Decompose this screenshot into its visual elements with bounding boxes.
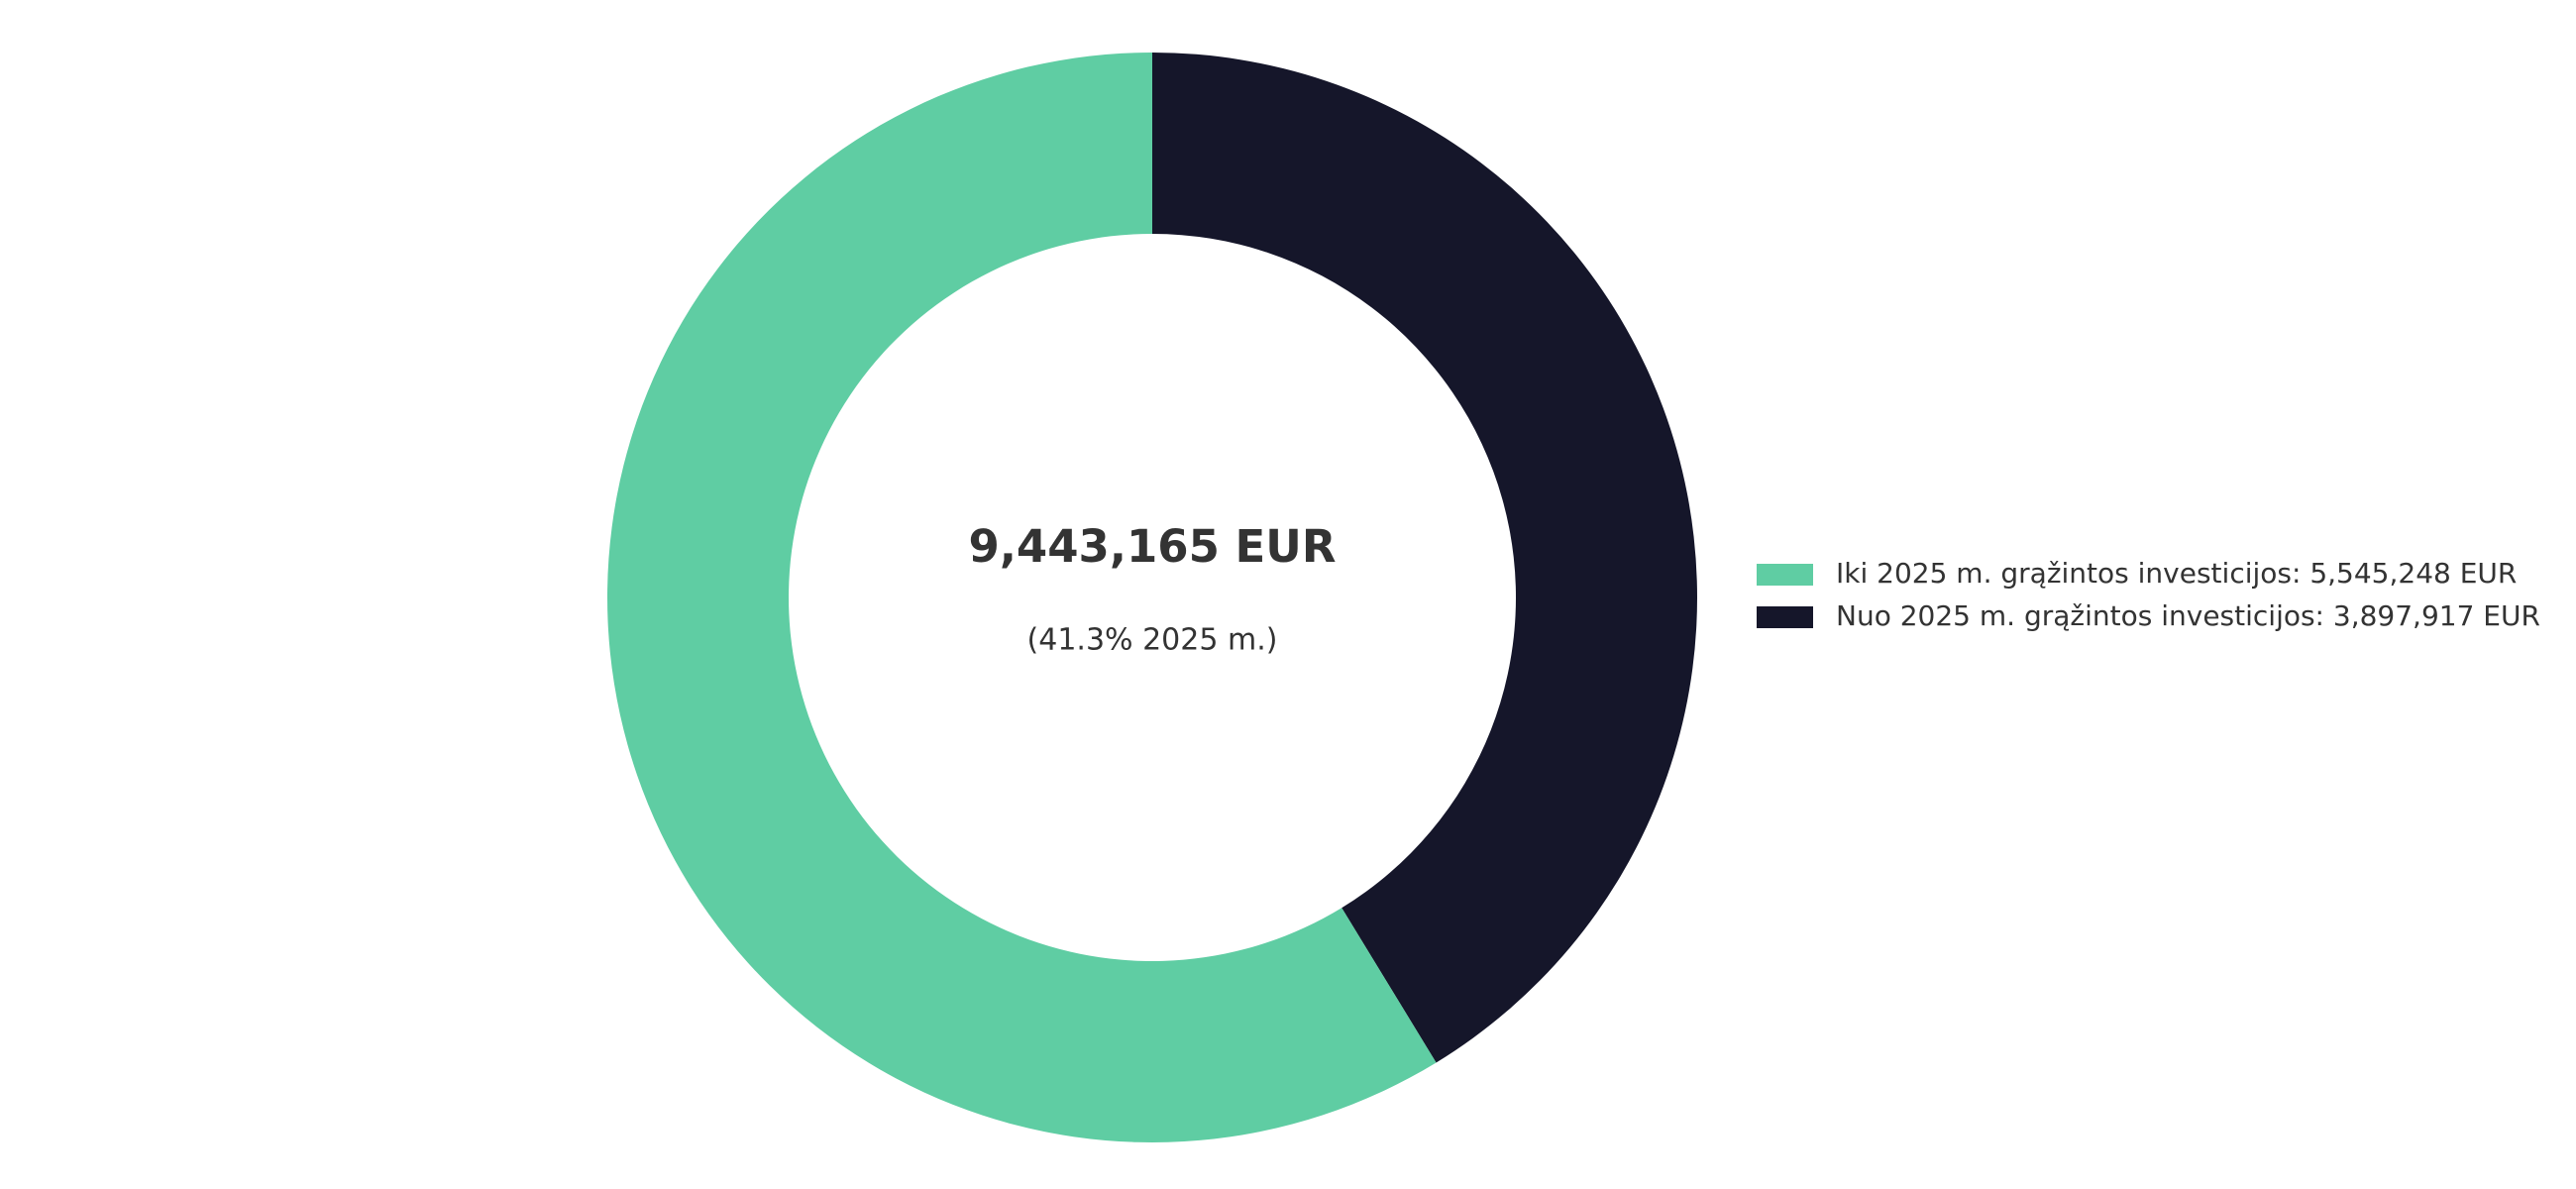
legend-label: Iki 2025 m. grąžintos investicijos: 5,54… xyxy=(1836,557,2517,590)
center-total: 9,443,165 EUR xyxy=(969,520,1337,573)
center-share: (41.3% 2025 m.) xyxy=(1027,623,1278,658)
legend-swatch xyxy=(1757,564,1813,586)
donut-segment xyxy=(606,53,1437,1142)
legend-swatch xyxy=(1757,606,1813,628)
legend-label: Nuo 2025 m. grąžintos investicijos: 3,89… xyxy=(1836,599,2540,632)
donut-segment xyxy=(1152,53,1697,1063)
